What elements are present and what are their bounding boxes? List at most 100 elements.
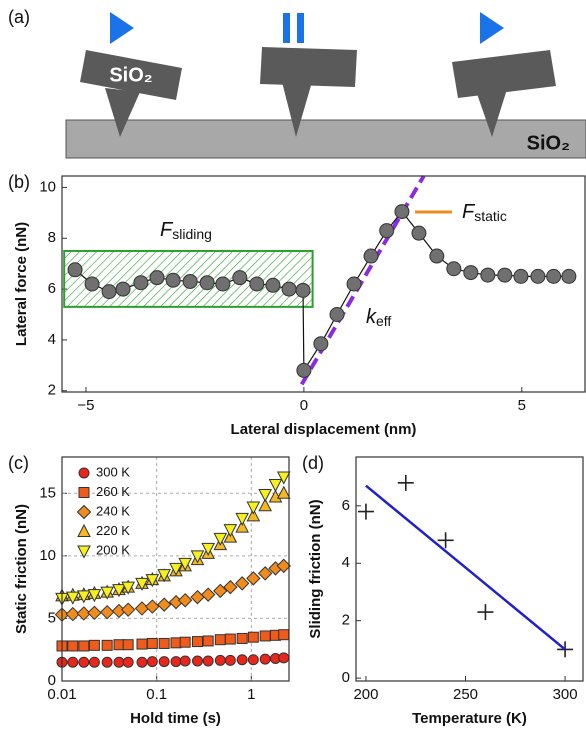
marker xyxy=(346,276,362,292)
marker xyxy=(530,268,546,284)
tip-label: SiO₂ xyxy=(109,64,152,86)
x-tick-label: 0 xyxy=(300,397,308,414)
marker xyxy=(145,574,160,588)
annotation: keff xyxy=(366,306,391,328)
marker xyxy=(122,656,134,668)
y-tick-label: 4 xyxy=(48,331,56,348)
marker xyxy=(268,479,283,493)
marker xyxy=(546,268,562,284)
marker xyxy=(235,512,249,526)
marker xyxy=(213,583,228,599)
panel-label: (a) xyxy=(8,7,30,27)
marker xyxy=(411,225,427,241)
marker xyxy=(202,635,214,647)
marker xyxy=(177,593,193,608)
marker xyxy=(246,571,261,586)
tip xyxy=(260,47,357,87)
legend-marker xyxy=(76,504,92,520)
x-tick-label: 300 xyxy=(553,686,578,703)
y-axis-label: Lateral force (nN) xyxy=(13,222,30,346)
marker xyxy=(145,599,160,614)
marker xyxy=(480,267,496,283)
tip xyxy=(452,50,556,98)
marker xyxy=(247,654,259,666)
marker xyxy=(276,471,291,485)
marker xyxy=(78,640,90,652)
marker xyxy=(429,248,445,264)
marker xyxy=(258,498,272,512)
marker xyxy=(232,270,248,286)
marker xyxy=(101,639,113,651)
marker xyxy=(179,655,191,667)
marker xyxy=(156,597,172,612)
marker xyxy=(446,261,462,277)
marker xyxy=(87,605,102,621)
marker xyxy=(113,656,125,668)
plot-frame xyxy=(61,175,586,393)
legend-label: 200 K xyxy=(96,542,130,557)
marker xyxy=(276,558,291,574)
marker xyxy=(313,336,329,352)
y-tick-label: 10 xyxy=(39,547,56,564)
marker xyxy=(65,591,80,605)
marker xyxy=(201,542,215,556)
legend-label: 220 K xyxy=(96,523,130,538)
marker xyxy=(76,606,92,621)
marker xyxy=(135,577,149,591)
x-tick-label: −5 xyxy=(77,397,94,414)
marker xyxy=(120,602,136,617)
plot-frame xyxy=(61,456,290,682)
marker xyxy=(122,639,134,651)
marker xyxy=(379,223,395,239)
marker xyxy=(101,656,113,668)
panel-a: (a) SiO₂ SiO₂ xyxy=(8,7,586,159)
marker xyxy=(394,204,410,220)
y-tick-label: 6 xyxy=(48,280,56,297)
marker xyxy=(223,524,238,538)
marker xyxy=(213,532,228,546)
marker xyxy=(246,508,261,522)
y-tick-label: 0 xyxy=(48,672,56,689)
legend-label: 240 K xyxy=(96,503,130,518)
marker xyxy=(157,569,171,583)
marker xyxy=(199,275,215,291)
marker xyxy=(214,654,226,666)
legend-marker xyxy=(77,523,91,537)
x-axis-label: Hold time (s) xyxy=(130,710,221,727)
marker xyxy=(278,652,290,664)
y-axis-label: Static friction (nN) xyxy=(13,504,30,634)
y-tick-label: 6 xyxy=(342,497,350,514)
x-axis-label: Lateral displacement (nm) xyxy=(231,421,417,438)
substrate-label: SiO₂ xyxy=(527,132,570,154)
marker xyxy=(169,562,183,576)
marker xyxy=(88,639,100,651)
marker xyxy=(112,584,126,598)
marker xyxy=(99,604,115,620)
panel-label: (b) xyxy=(8,172,30,192)
marker xyxy=(191,655,203,667)
x-axis-label: Temperature (K) xyxy=(412,710,527,727)
marker xyxy=(100,586,114,600)
marker xyxy=(165,272,181,288)
marker xyxy=(249,276,265,292)
play-icon xyxy=(480,12,504,44)
marker xyxy=(236,654,248,666)
play-icon xyxy=(110,12,134,44)
marker xyxy=(397,474,414,491)
y-tick-label: 5 xyxy=(48,609,56,626)
legend-label: 300 K xyxy=(96,464,130,479)
y-axis-label: Sliding friction (nN) xyxy=(307,499,324,638)
y-tick-label: 10 xyxy=(39,178,56,195)
plot-frame xyxy=(355,456,584,682)
marker xyxy=(234,576,250,591)
y-tick-label: 4 xyxy=(342,554,350,571)
marker xyxy=(329,306,345,322)
x-tick-label: 1 xyxy=(247,686,255,703)
pause-icon xyxy=(283,13,290,43)
marker xyxy=(224,654,236,666)
marker xyxy=(357,503,374,520)
legend-marker xyxy=(77,545,91,559)
marker xyxy=(121,581,135,595)
y-tick-label: 2 xyxy=(48,382,56,399)
marker xyxy=(101,284,117,300)
